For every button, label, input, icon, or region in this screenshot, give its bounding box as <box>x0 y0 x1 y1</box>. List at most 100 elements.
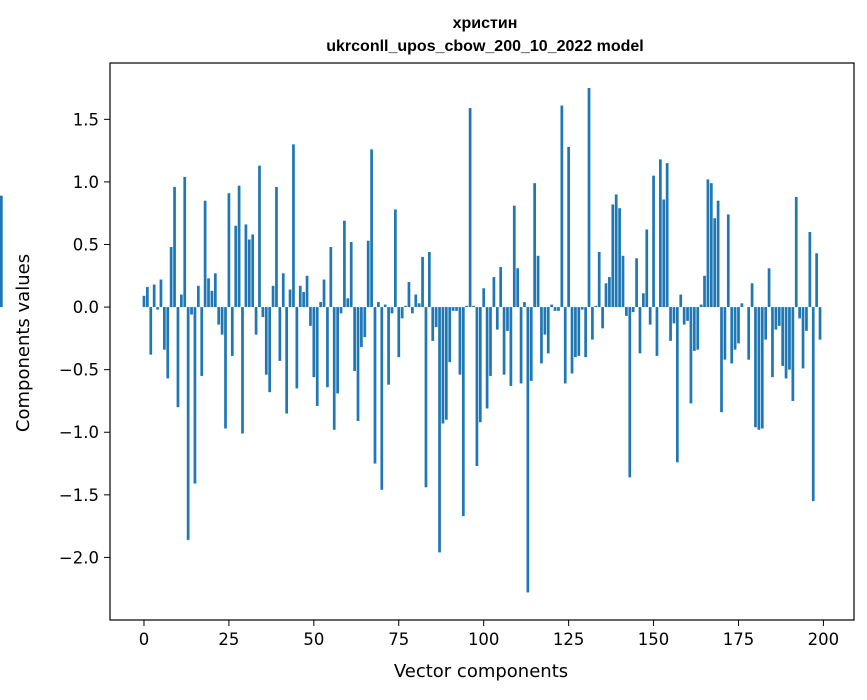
bar-component-89 <box>445 307 448 420</box>
bar-component-162 <box>693 307 696 351</box>
bar-component-54 <box>326 307 329 387</box>
bar-component-158 <box>679 295 682 308</box>
bar-component-1 <box>146 287 149 307</box>
y-tick-label-1: −1.5 <box>59 486 99 505</box>
bar-component-141 <box>622 256 625 307</box>
bar-component-40 <box>279 307 282 361</box>
bar-component-123 <box>560 106 563 308</box>
bar-component-87 <box>438 307 441 552</box>
bar-component-168 <box>713 218 716 307</box>
x-axis-label: Vector components <box>394 661 568 682</box>
bar-component-161 <box>690 307 693 403</box>
bar-component-116 <box>537 256 540 307</box>
bar-component-77 <box>404 306 407 307</box>
bar-component-66 <box>367 241 370 307</box>
bar-component-61 <box>350 242 353 307</box>
bar-component-23 <box>221 307 224 335</box>
y-axis-label: Components values <box>13 254 34 432</box>
bar-component-173 <box>730 307 733 363</box>
bar-component-147 <box>642 293 645 307</box>
bar-component-2 <box>149 307 152 355</box>
bar-component-97 <box>472 306 475 307</box>
bar-component-113 <box>527 307 530 592</box>
bar-component-159 <box>683 307 686 325</box>
bar-component-196 <box>808 232 811 307</box>
bar-component-195 <box>805 307 808 331</box>
bar-component-130 <box>584 307 587 357</box>
bar-component-50 <box>312 307 315 377</box>
bar-component-70 <box>380 307 383 490</box>
bar-component-46 <box>299 286 302 307</box>
x-tick-label-125: 125 <box>553 630 585 649</box>
bar-component-60 <box>346 298 349 307</box>
bar-component-31 <box>248 239 251 307</box>
bar-component-99 <box>479 307 482 422</box>
bar-component-103 <box>493 277 496 307</box>
bar-component-108 <box>510 307 513 386</box>
bar-component-185 <box>771 307 774 377</box>
bar-component-81 <box>418 303 421 307</box>
x-tick-label-175: 175 <box>723 630 755 649</box>
bar-component-83 <box>425 307 428 487</box>
bar-component-135 <box>601 307 604 328</box>
bar-component-163 <box>696 307 699 350</box>
bar-component-148 <box>645 229 648 307</box>
bar-component-122 <box>557 307 560 311</box>
bar-component-64 <box>360 307 363 347</box>
bar-component-134 <box>598 252 601 307</box>
bar-component-34 <box>258 166 261 307</box>
bar-component-42 <box>285 307 288 413</box>
bar-component-25 <box>228 193 231 307</box>
bar-component-118 <box>543 307 546 335</box>
bar-component-52 <box>319 302 322 307</box>
bar-component-91 <box>452 307 455 311</box>
bar-component-7 <box>166 307 169 378</box>
bar-component-169 <box>717 201 720 307</box>
bar-component-164 <box>700 305 703 308</box>
bar-component-17 <box>200 307 203 376</box>
bar-component-95 <box>465 306 468 307</box>
bar-component-114 <box>530 307 533 381</box>
bar-component-197 <box>812 307 815 501</box>
bar-component-131 <box>588 88 591 307</box>
bar-component-154 <box>666 163 669 307</box>
bar-component-76 <box>401 307 404 318</box>
bar-component-184 <box>768 268 771 307</box>
bar-component-6 <box>163 307 166 350</box>
bar-component-24 <box>224 307 227 428</box>
bar-component-19 <box>207 278 210 307</box>
bar-component-9 <box>173 187 176 307</box>
chart-title-line-2: ukrconll_upos_cbow_200_10_2022 model <box>326 38 643 55</box>
bar-component-55 <box>329 247 332 307</box>
bar-component-39 <box>275 187 278 307</box>
bar-component-59 <box>343 221 346 307</box>
bar-component-11 <box>180 295 183 308</box>
bar-component-149 <box>649 307 652 325</box>
bar-component-128 <box>577 307 580 356</box>
bar-component-155 <box>669 307 672 341</box>
bar-component-156 <box>673 307 676 323</box>
bar-component-192 <box>795 197 798 307</box>
bar-component-78 <box>408 282 411 307</box>
bar-component-150 <box>652 176 655 307</box>
bar-component-119 <box>547 307 550 353</box>
bar-component-44 <box>292 144 295 307</box>
bar-component-72 <box>387 307 390 385</box>
x-tick-label-75: 75 <box>388 630 409 649</box>
bar-component-101 <box>486 307 489 408</box>
bar-component-115 <box>533 183 536 307</box>
bar-component-88 <box>442 307 445 423</box>
bar-component-49 <box>309 307 312 326</box>
bar-component-153 <box>662 199 665 307</box>
bar-component-45 <box>295 307 298 388</box>
bar-component-182 <box>761 307 764 428</box>
bar-component-30 <box>245 224 248 307</box>
bar-component-38 <box>272 286 275 307</box>
bar-component-178 <box>747 307 750 360</box>
bar-component-172 <box>727 214 730 307</box>
bar-component-74 <box>394 209 397 307</box>
bar-component-29 <box>241 307 244 433</box>
bar-component-3 <box>153 285 156 308</box>
bar-component-27 <box>234 226 237 307</box>
bar-component-152 <box>659 159 662 307</box>
